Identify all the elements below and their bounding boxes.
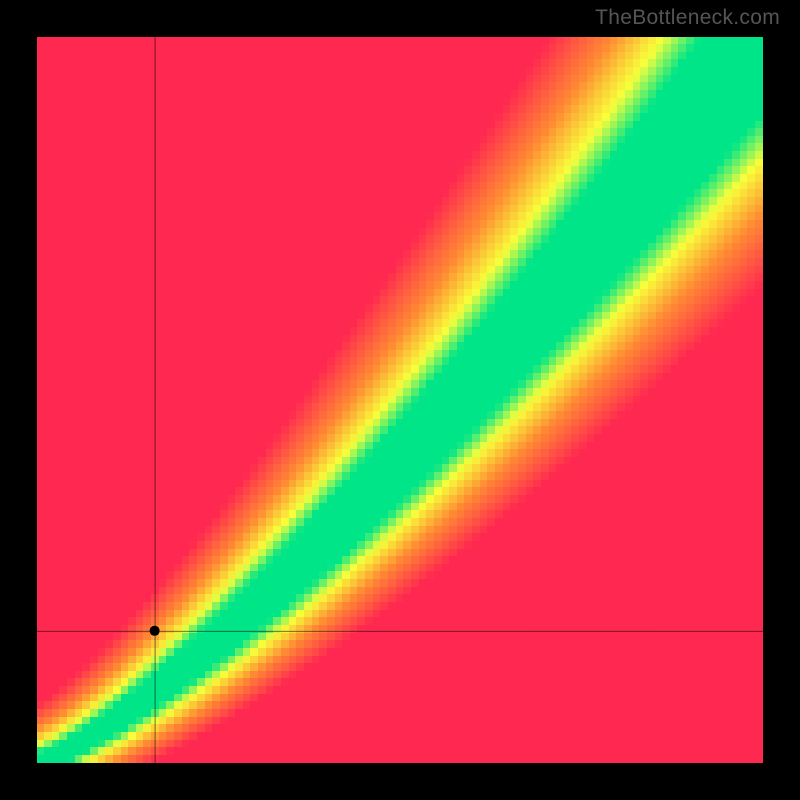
watermark-text: TheBottleneck.com (595, 6, 780, 30)
plot-area (37, 37, 763, 763)
bottleneck-heatmap (37, 37, 763, 763)
chart-container: TheBottleneck.com (0, 0, 800, 800)
